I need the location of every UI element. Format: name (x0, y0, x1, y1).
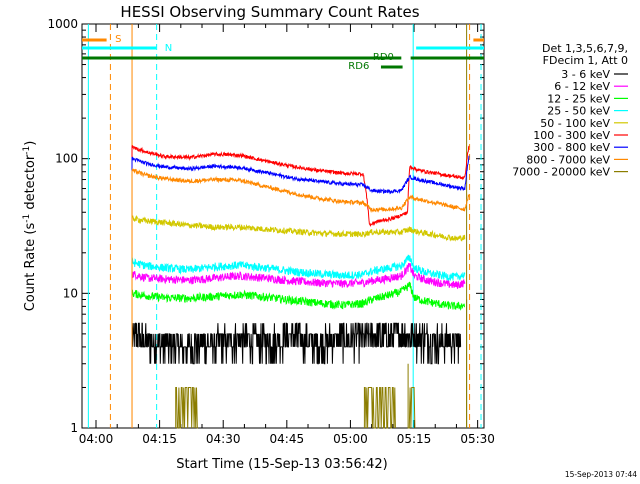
y-tick-label: 1000 (47, 17, 78, 31)
y-axis-label-sup2: -1 (22, 146, 32, 155)
y-tick-label: 100 (55, 152, 78, 166)
legend-label: 7000 - 20000 keV (512, 166, 610, 179)
legend-label: 3 - 6 keV (561, 68, 610, 81)
series-line (131, 254, 466, 428)
x-tick-label: 04:15 (142, 432, 177, 446)
footer-timestamp: 15-Sep-2013 07:44 (565, 470, 637, 479)
series-line (131, 281, 465, 428)
y-axis-label-sup1: -1 (22, 214, 32, 223)
y-axis-label-end: ) (23, 141, 38, 146)
x-tick-label: 05:15 (397, 432, 432, 446)
series-line (131, 144, 470, 428)
x-tick-label: 04:45 (270, 432, 305, 446)
legend-label: 50 - 100 keV (540, 117, 610, 130)
y-axis-label: Count Rate (s-1 detector-1) (22, 141, 38, 312)
y-axis-label-mid: detector (23, 154, 38, 214)
legend-header-1: Det 1,3,5,6,7,9, (542, 42, 628, 55)
series-line (131, 155, 470, 428)
flag-bars: S N RD0 RD6 (82, 34, 484, 72)
axis-ticks: 04:00 04:15 04:30 04:45 05:00 05:15 05:30 1 10 10… (47, 17, 494, 446)
series-line (131, 322, 462, 428)
legend-label: 800 - 7000 keV (526, 153, 610, 166)
legend-label: 300 - 800 keV (533, 141, 610, 154)
plot-frame (81, 23, 485, 429)
series-line (131, 167, 470, 428)
flag-rd0-label: RD0 (373, 52, 394, 63)
y-axis-label-main: Count Rate (s (23, 223, 38, 312)
flag-rd6-label: RD6 (348, 61, 369, 72)
series-line (175, 299, 468, 429)
y-tick-label: 1 (70, 421, 78, 435)
series-line (131, 213, 466, 428)
series-line (131, 262, 466, 428)
legend-label: 6 - 12 keV (554, 80, 610, 93)
series-lines (131, 144, 470, 429)
legend-label: 12 - 25 keV (547, 92, 610, 105)
flag-n-label: N (165, 43, 172, 54)
flag-s-label: S (115, 34, 121, 45)
x-tick-label: 05:30 (460, 432, 495, 446)
legend-label: 100 - 300 keV (533, 129, 610, 142)
y-tick-label: 10 (63, 286, 78, 300)
x-tick-label: 05:00 (333, 432, 368, 446)
x-axis-label: Start Time (15-Sep-13 03:56:42) (176, 457, 387, 472)
x-tick-label: 04:30 (206, 432, 241, 446)
chart-title: HESSI Observing Summary Count Rates (120, 3, 419, 21)
legend-header-2: FDecim 1, Att 0 (543, 54, 628, 67)
x-tick-label: 04:00 (79, 432, 114, 446)
legend-label: 25 - 50 keV (547, 105, 610, 118)
